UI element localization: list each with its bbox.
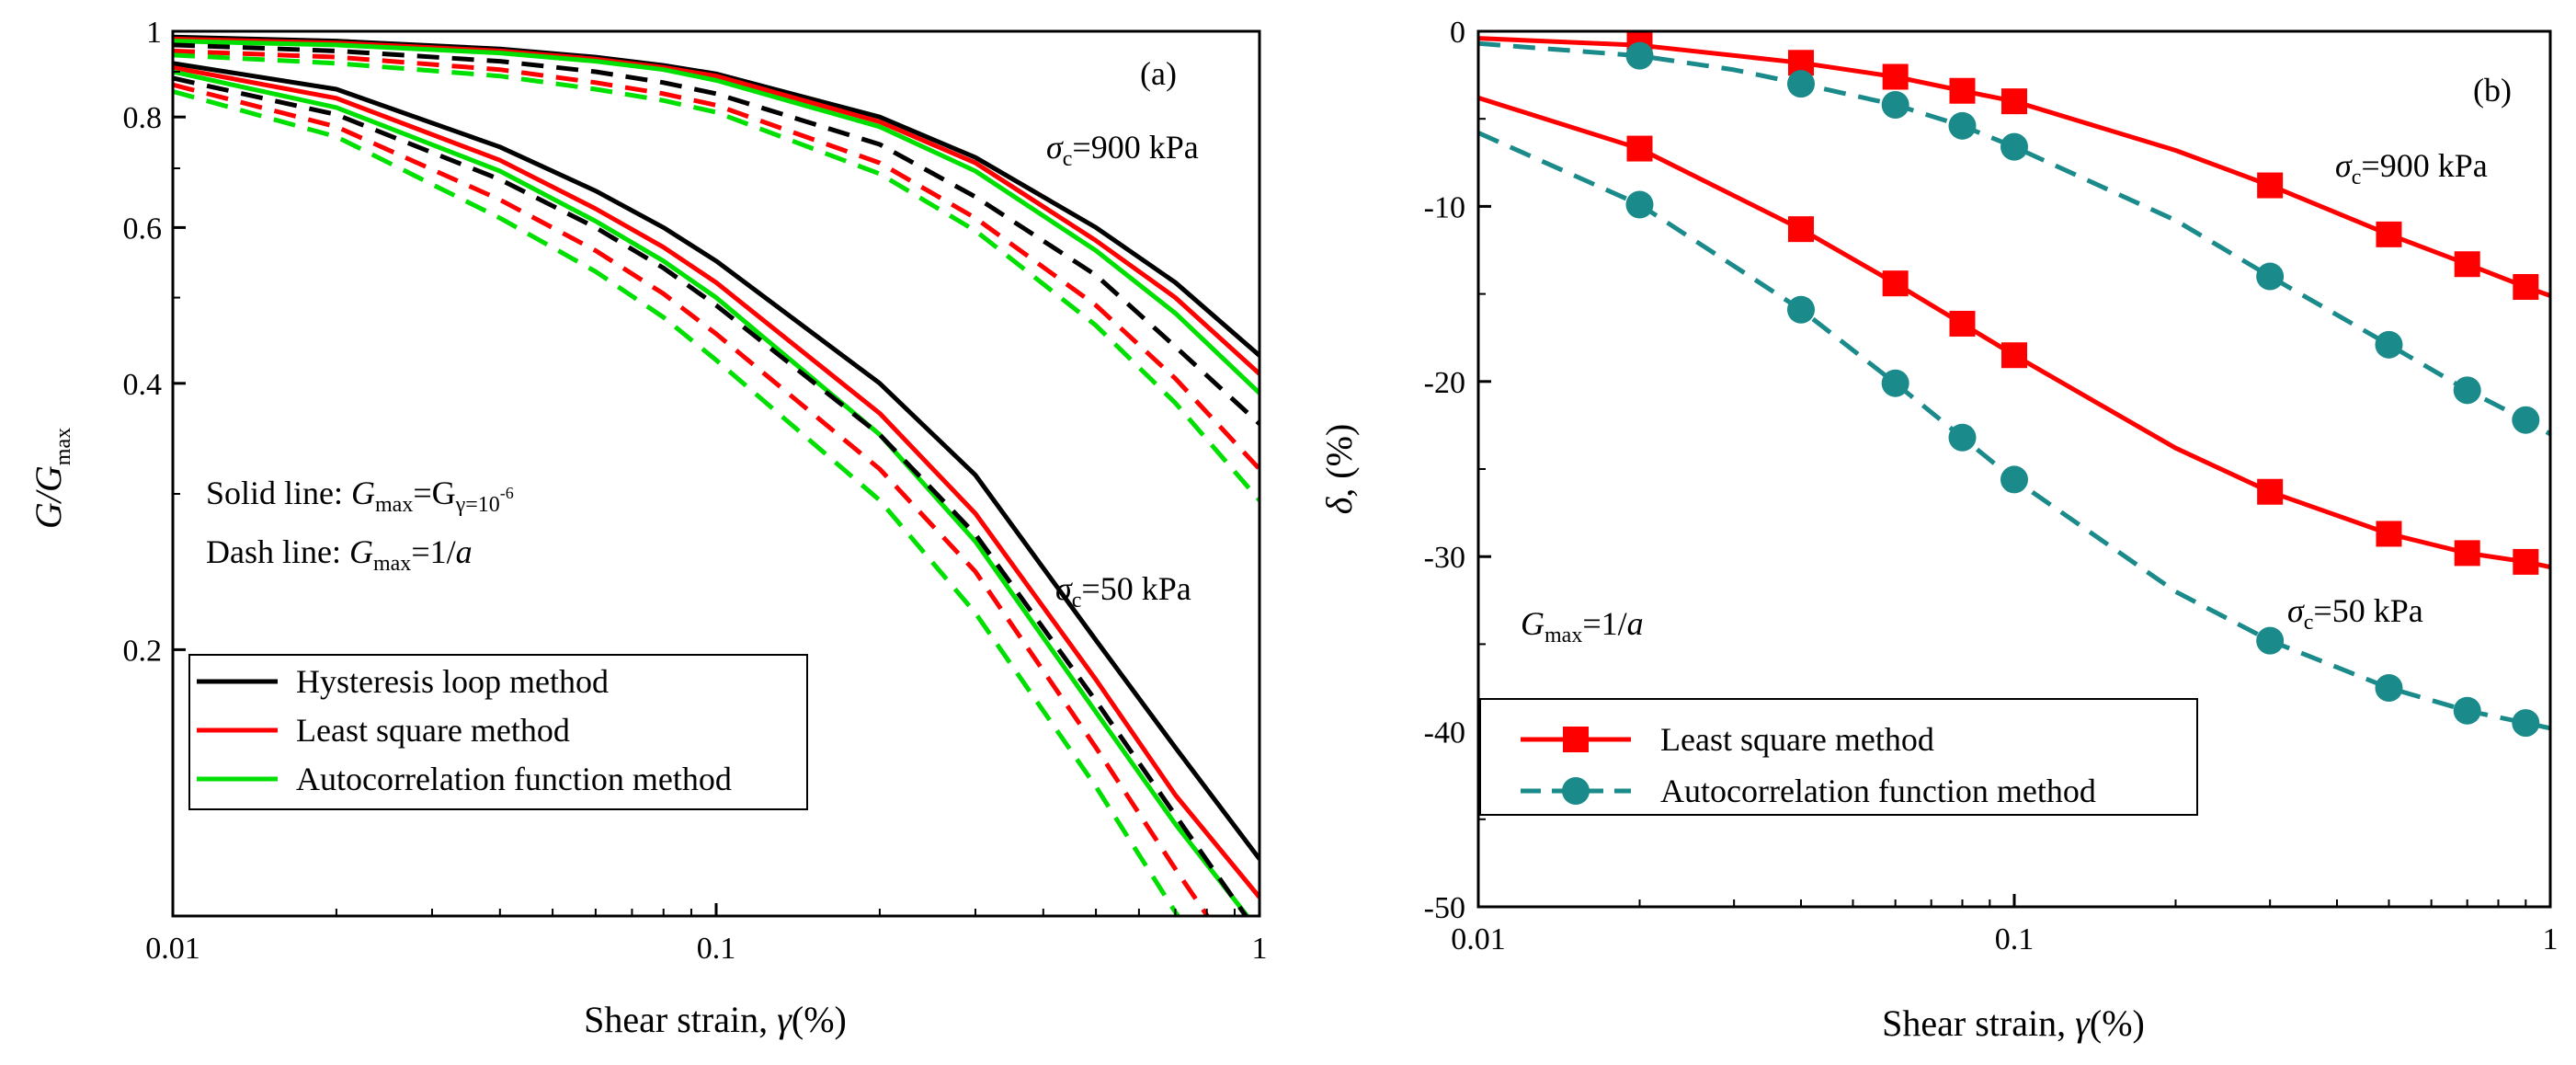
panel-b-sigma-50: σc=50 kPa	[2287, 592, 2423, 635]
marker-b-square-50-kpa	[2454, 540, 2480, 567]
marker-b-circle-900-kpa	[1625, 41, 1654, 70]
x-tick-label-a: 0.1	[697, 932, 736, 966]
marker-b-circle-900-kpa	[2453, 376, 2481, 405]
legend-a-label-hysteresis: Hysteresis loop method	[296, 663, 609, 700]
panel-a-legend: Hysteresis loop method Least square meth…	[188, 654, 808, 810]
series-a-900-kpa-dash-3	[173, 42, 1260, 426]
series-a-900-kpa-dash-4	[173, 48, 1260, 471]
panel-a-ticks: 0.01 0.1 1 0.2 0.4 0.6 0.8 1	[123, 16, 1268, 966]
legend-b-label-autocorrelation: Autocorrelation function method	[1660, 773, 2096, 809]
y-tick-label-b: 0	[1450, 16, 1465, 50]
y-tick-label-b: -20	[1424, 366, 1465, 400]
y-tick-label-a: 0.2	[123, 634, 163, 668]
marker-b-circle-900-kpa	[2000, 132, 2028, 161]
series-a-50-kpa-dash-9	[173, 75, 1249, 916]
marker-b-square-50-kpa	[2257, 478, 2284, 505]
series-a-50-kpa-dash-11	[173, 88, 1181, 916]
panel-a-solid-line-note: Solid line: Gmax=Gγ=10-6	[206, 475, 514, 517]
series-a-50-kpa-dash-10	[173, 82, 1211, 916]
legend-b-marker-square	[1563, 727, 1589, 752]
marker-b-square-900-kpa	[2454, 251, 2480, 278]
marker-b-circle-50-kpa	[2000, 465, 2028, 494]
marker-b-square-50-kpa	[2001, 342, 2027, 369]
marker-b-circle-50-kpa	[2512, 709, 2540, 738]
y-tick-label-b: -30	[1424, 541, 1465, 575]
marker-b-square-50-kpa	[1626, 135, 1653, 162]
panel-b-xlabel: Shear strain, γ(%)	[1882, 1002, 2145, 1044]
panel-a-legend-box	[188, 654, 808, 810]
panel-a-series	[173, 34, 1260, 916]
y-tick-label-b: -40	[1424, 716, 1465, 750]
panel-a-dash-line-note: Dash line: Gmax=1/a	[206, 533, 473, 576]
marker-b-square-900-kpa	[2376, 221, 2402, 247]
panel-b-series	[1478, 32, 2550, 738]
marker-b-circle-900-kpa	[1948, 111, 1977, 140]
panel-b: 0.01 0.1 1 0 -10 -20 -30 -40 -50 (b) δ, (%) Shea…	[1318, 16, 2559, 1044]
series-a-50-kpa-solid-7	[173, 64, 1260, 899]
marker-b-circle-900-kpa	[1881, 90, 1909, 119]
series-a-50-kpa-solid-6	[173, 61, 1260, 861]
marker-b-circle-900-kpa	[1787, 70, 1816, 98]
series-a-900-kpa-solid-2	[173, 39, 1260, 395]
panel-a-ylabel: G/Gmax	[28, 428, 75, 529]
marker-b-circle-50-kpa	[2256, 626, 2285, 655]
marker-b-circle-50-kpa	[1787, 295, 1816, 324]
marker-b-square-900-kpa	[1949, 77, 1976, 104]
marker-b-circle-50-kpa	[1948, 423, 1977, 452]
panel-b-label: (b)	[2473, 72, 2512, 109]
legend-a-label-autocorrelation: Autocorrelation function method	[296, 761, 732, 797]
panel-b-legend-box	[1479, 698, 2198, 816]
panel-b-ylabel: δ, (%)	[1318, 424, 1360, 515]
marker-b-square-50-kpa	[2376, 521, 2402, 547]
legend-a-label-least-square: Least square method	[296, 712, 570, 749]
x-tick-label-b: 1	[2543, 922, 2559, 956]
marker-b-square-900-kpa	[2257, 172, 2284, 199]
marker-b-square-50-kpa	[1788, 216, 1815, 243]
panel-b-legend: Least square method Autocorrelation func…	[1479, 698, 2198, 816]
legend-b-label-least-square: Least square method	[1660, 721, 1934, 758]
marker-b-square-900-kpa	[2001, 88, 2027, 115]
y-tick-label-b: -10	[1424, 190, 1465, 224]
panel-a-label: (a)	[1140, 55, 1177, 92]
marker-b-circle-50-kpa	[1625, 190, 1654, 219]
x-tick-label-b: 0.1	[1995, 922, 2035, 956]
marker-b-circle-900-kpa	[2256, 262, 2285, 291]
series-a-900-kpa-dash-5	[173, 52, 1260, 502]
marker-b-square-900-kpa	[1882, 63, 1909, 90]
marker-b-square-50-kpa	[1882, 270, 1909, 297]
panel-a: 0.01 0.1 1 0.2 0.4 0.6 0.8 1 (a) G/Gmax Shear s…	[28, 16, 1268, 1040]
series-a-50-kpa-solid-8	[173, 69, 1250, 916]
panel-b-sigma-900: σc=900 kPa	[2335, 147, 2488, 189]
x-tick-label-a: 1	[1252, 932, 1268, 966]
y-tick-label-a: 0.4	[123, 368, 163, 402]
marker-b-circle-900-kpa	[2375, 330, 2403, 359]
y-tick-label-a: 1	[146, 16, 162, 50]
x-tick-label-a: 0.01	[145, 932, 200, 966]
marker-b-circle-900-kpa	[2512, 406, 2540, 434]
marker-b-square-900-kpa	[2513, 273, 2539, 300]
y-tick-label-a: 0.6	[123, 212, 163, 246]
marker-b-circle-50-kpa	[1881, 369, 1909, 397]
x-tick-label-b: 0.01	[1451, 922, 1506, 956]
marker-b-square-50-kpa	[2513, 548, 2539, 575]
marker-b-circle-50-kpa	[2375, 674, 2403, 702]
marker-b-circle-50-kpa	[2453, 696, 2481, 725]
y-tick-label-a: 0.8	[123, 101, 163, 135]
panel-a-sigma-900: σc=900 kPa	[1046, 129, 1199, 171]
panel-a-xlabel: Shear strain, γ(%)	[584, 999, 847, 1040]
legend-b-marker-circle	[1562, 777, 1590, 805]
panel-b-gmax-note: Gmax=1/a	[1521, 605, 1644, 647]
panel-a-sigma-50: σc=50 kPa	[1055, 570, 1191, 613]
y-tick-label-b: -50	[1424, 891, 1465, 925]
marker-b-square-50-kpa	[1949, 310, 1976, 337]
